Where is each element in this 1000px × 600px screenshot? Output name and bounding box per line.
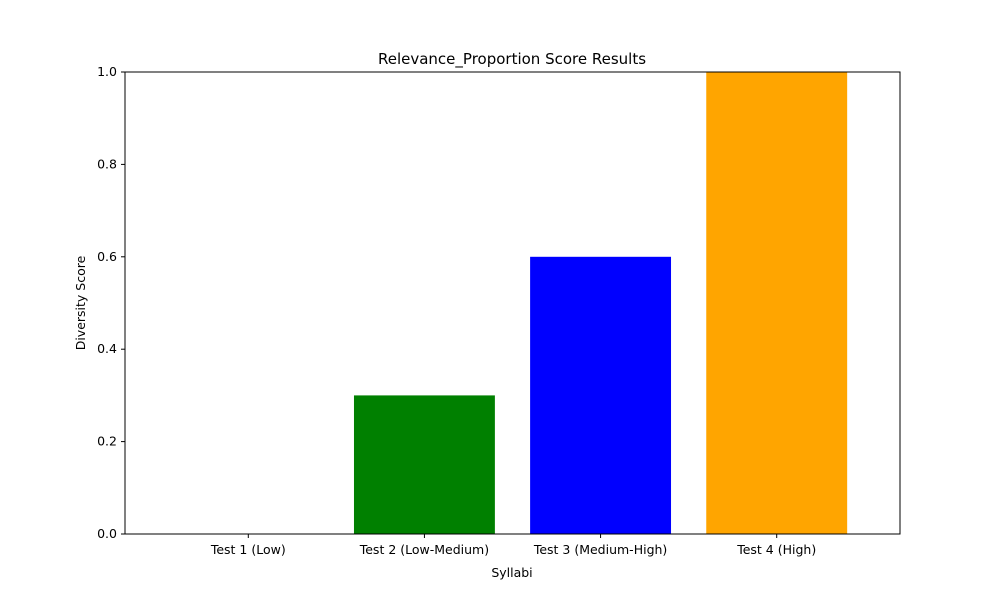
x-tick-label: Test 1 (Low) (210, 542, 286, 557)
y-tick-label: 0.8 (97, 156, 117, 171)
x-tick-label: Test 2 (Low-Medium) (359, 542, 489, 557)
chart-title: Relevance_Proportion Score Results (378, 50, 646, 69)
bars-group (353, 72, 848, 534)
y-tick-label: 0.0 (97, 526, 117, 541)
y-tick-label: 0.6 (97, 249, 117, 264)
y-tick-label: 1.0 (97, 64, 117, 79)
y-tick-label: 0.2 (97, 434, 117, 449)
y-tick-label: 0.4 (97, 341, 117, 356)
x-axis-ticks: Test 1 (Low) Test 2 (Low-Medium) Test 3 (M… (210, 534, 816, 557)
x-axis-title: Syllabi (491, 565, 532, 580)
y-axis-title: Diversity Score (73, 255, 88, 350)
bar-3 (530, 256, 672, 534)
x-tick-label: Test 4 (High) (736, 542, 816, 557)
bar-2 (353, 395, 495, 534)
bar-4 (706, 72, 848, 534)
plot-frame (124, 71, 901, 535)
x-tick-label: Test 3 (Medium-High) (533, 542, 668, 557)
y-axis-ticks: 0.0 0.2 0.4 0.6 0.8 1.0 (97, 64, 125, 541)
